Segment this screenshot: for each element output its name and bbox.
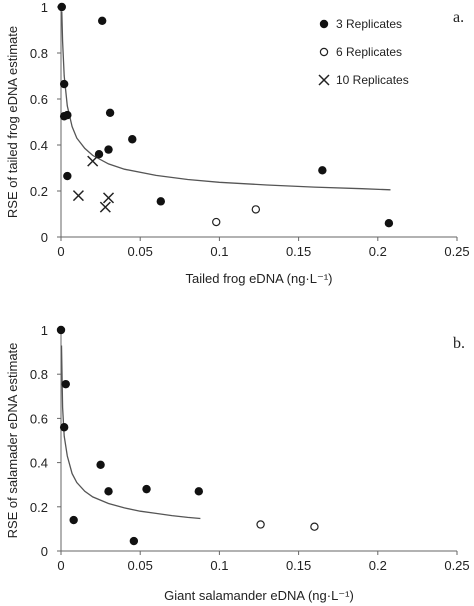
fit-curve [60, 345, 201, 520]
data-point [156, 197, 165, 206]
chart-panel-2: 0 0.05 0.1 0.15 0.2 0.25 0 0.2 0.4 0.6 0.8 1 Giant s… [5, 323, 470, 603]
legend-label: 6 Replicates [336, 45, 402, 59]
x-tick-label: 0 [57, 558, 64, 573]
y-tick-label: 0.6 [30, 92, 48, 107]
legend-marker [319, 47, 329, 57]
x-tick-label: 0.2 [369, 244, 387, 259]
data-point [251, 205, 261, 214]
y-tick-label: 0.8 [30, 46, 48, 61]
x-tick-label: 0.25 [444, 244, 469, 259]
data-point [129, 536, 139, 546]
y-tick-label: 0.4 [30, 138, 48, 153]
x-tick-label: 0.25 [444, 558, 469, 573]
data-point [102, 192, 115, 204]
x-tick-label: 0 [57, 244, 64, 259]
x-tick-label: 0.1 [210, 244, 228, 259]
legend-marker [318, 74, 330, 86]
y-tick-label: 0.4 [30, 456, 48, 471]
data-point [97, 16, 107, 25]
y-tick-label: 1 [41, 323, 48, 338]
panel-label: b. [453, 335, 465, 352]
y-tick-label: 0 [41, 544, 48, 559]
data-point [384, 219, 394, 228]
x-tick-label: 0.1 [210, 558, 228, 573]
data-point [63, 110, 72, 120]
data-point [104, 487, 113, 496]
x-tick-label: 0.2 [369, 558, 387, 573]
y-tick-label: 0.2 [30, 184, 48, 199]
legend-label: 3 Replicates [336, 17, 402, 31]
y-axis-label: RSE of tailed frog eDNA estimate [5, 26, 20, 218]
y-tick-label: 0 [41, 230, 48, 245]
panel-label: a. [453, 9, 464, 26]
data-point [87, 155, 99, 167]
legend-label: 10 Replicates [336, 73, 409, 87]
data-point [69, 515, 78, 525]
chart-panel-1: 0 0.05 0.1 0.15 0.2 0.25 0 0.2 0.4 0.6 0.8 1 Tailed … [5, 0, 470, 286]
fit-curve [61, 11, 391, 191]
data-point [256, 520, 265, 529]
y-tick-label: 0.6 [30, 411, 48, 426]
x-tick-label: 0.05 [128, 558, 153, 573]
data-point [194, 487, 204, 496]
data-point [61, 379, 70, 389]
data-point [105, 108, 115, 118]
data-point [128, 135, 137, 144]
data-point [212, 217, 221, 227]
x-tick-label: 0.05 [128, 244, 153, 259]
data-point [63, 171, 72, 181]
y-tick-label: 1 [41, 0, 48, 15]
x-axis-label: Tailed frog eDNA (ng·L⁻¹) [185, 271, 332, 286]
legend-marker [319, 19, 329, 29]
data-point [142, 484, 151, 494]
data-point [57, 2, 66, 12]
x-axis-label: Giant salamander eDNA (ng·L⁻¹) [164, 588, 354, 603]
x-tick-label: 0.15 [286, 558, 311, 573]
data-point [56, 325, 66, 335]
y-tick-label: 0.2 [30, 500, 48, 515]
data-point [318, 166, 327, 175]
data-point [72, 190, 84, 202]
y-axis-label: RSE of salamader eDNA estimate [5, 343, 20, 539]
y-tick-label: 0.8 [30, 367, 48, 382]
data-point [96, 460, 105, 470]
x-tick-label: 0.15 [286, 244, 311, 259]
data-point [310, 522, 319, 531]
data-point [99, 201, 111, 213]
data-point [104, 145, 113, 154]
data-point [59, 423, 69, 432]
data-point [59, 79, 69, 89]
